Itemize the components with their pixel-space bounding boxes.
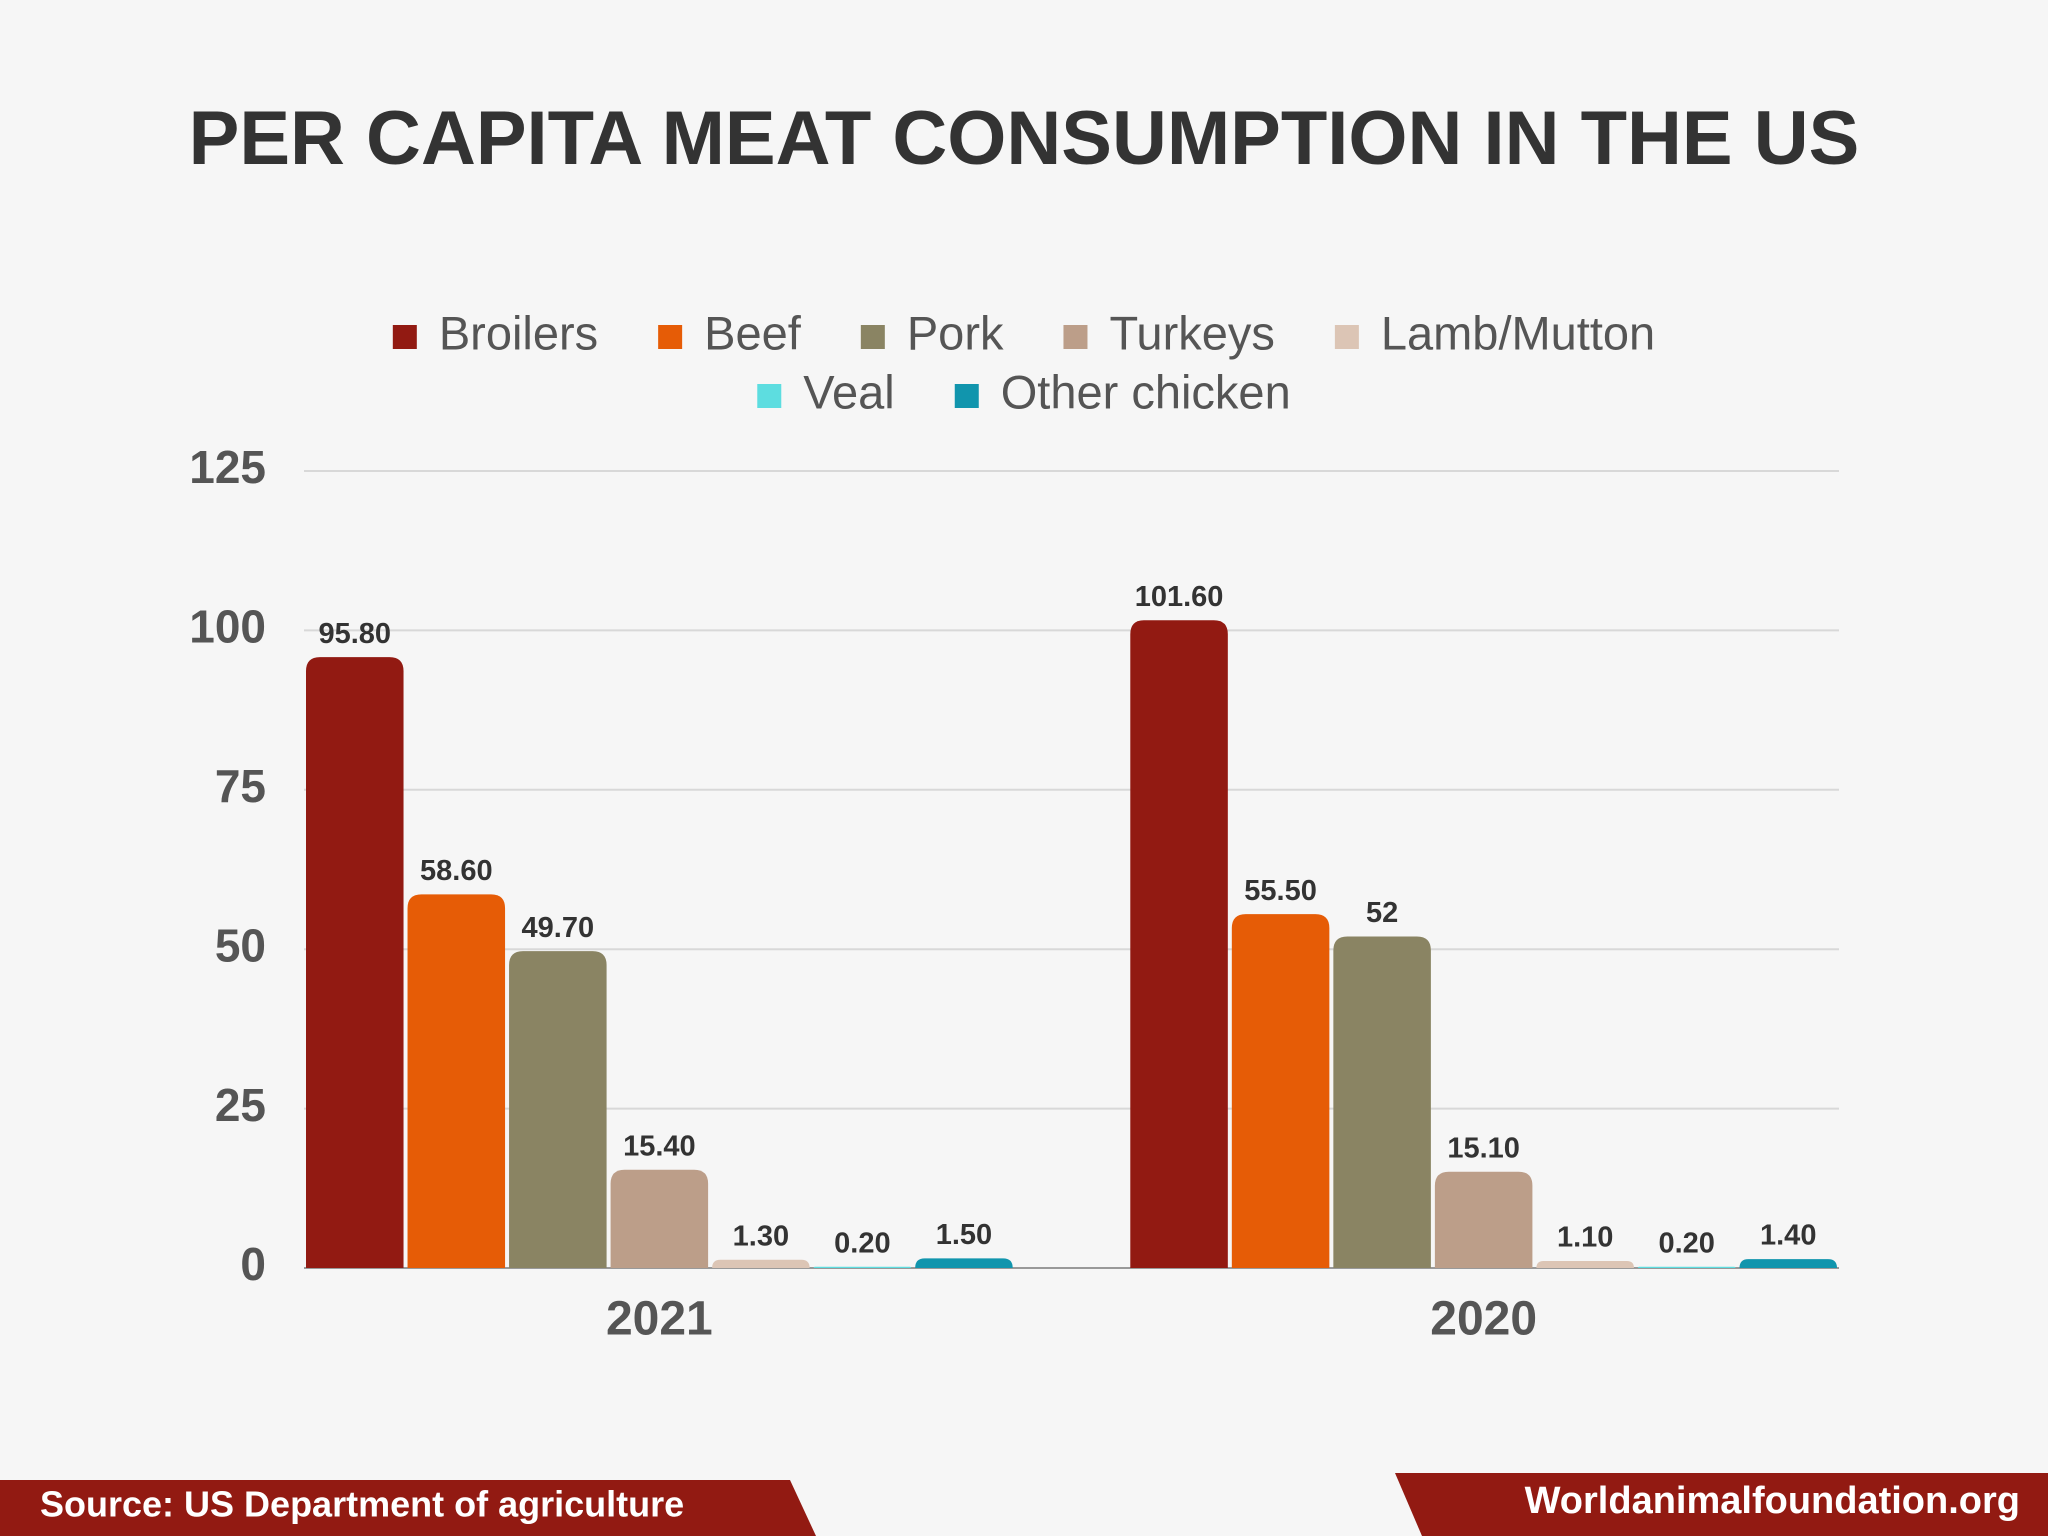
y-tick-label: 0 (240, 1238, 266, 1290)
legend-swatch (954, 384, 979, 408)
legend-label: Beef (704, 306, 802, 359)
legend-swatch (392, 325, 417, 349)
legend-swatch (1063, 325, 1088, 349)
value-label: 101.60 (1135, 581, 1224, 613)
legend-swatch (860, 325, 885, 349)
bar (915, 1258, 1013, 1268)
bar (509, 951, 607, 1268)
legend-label: Veal (803, 365, 894, 418)
bar (1333, 936, 1431, 1268)
value-label: 49.70 (522, 912, 595, 944)
website-text: Worldanimalfoundation.org (1525, 1480, 2020, 1522)
x-tick-label: 2020 (1430, 1293, 1537, 1346)
legend-swatch (757, 384, 782, 408)
chart-title: PER CAPITA MEAT CONSUMPTION IN THE US (189, 96, 1860, 181)
source-banner (0, 1480, 816, 1536)
value-label: 15.10 (1447, 1132, 1520, 1164)
x-tick-label: 2021 (606, 1293, 713, 1346)
value-label: 1.50 (936, 1219, 992, 1251)
value-label: 52 (1366, 897, 1398, 929)
legend-label: Lamb/Mutton (1381, 306, 1655, 359)
bar (1130, 620, 1228, 1268)
y-tick-label: 50 (215, 919, 266, 971)
y-tick-label: 25 (215, 1079, 266, 1131)
website-banner (1395, 1473, 2048, 1536)
value-label: 1.10 (1557, 1222, 1613, 1254)
y-tick-label: 100 (189, 601, 266, 653)
value-label: 0.20 (834, 1227, 890, 1259)
value-label: 15.40 (623, 1130, 696, 1162)
value-label: 0.20 (1658, 1227, 1714, 1259)
value-label: 1.40 (1760, 1220, 1816, 1252)
bar (813, 1266, 912, 1268)
bar (1231, 914, 1330, 1268)
bar (306, 657, 404, 1268)
bar (1434, 1171, 1533, 1268)
legend-label: Pork (907, 306, 1004, 359)
legend-swatch (658, 325, 683, 349)
bar (712, 1259, 810, 1268)
legend-label: Other chicken (1001, 365, 1291, 418)
legend-swatch (1334, 325, 1359, 349)
value-label: 1.30 (733, 1220, 789, 1252)
bar (1536, 1260, 1634, 1268)
legend-label: Broilers (439, 306, 598, 359)
bar (1739, 1259, 1837, 1268)
value-label: 95.80 (318, 618, 391, 650)
y-tick-label: 125 (189, 441, 266, 493)
value-label: 55.50 (1244, 875, 1317, 907)
bar (407, 894, 506, 1268)
legend-label: Turkeys (1109, 306, 1274, 359)
value-label: 58.60 (420, 855, 493, 887)
source-text: Source: US Department of agriculture (40, 1484, 684, 1525)
bar (610, 1169, 709, 1268)
bar (1637, 1266, 1736, 1268)
y-tick-label: 75 (215, 760, 266, 812)
